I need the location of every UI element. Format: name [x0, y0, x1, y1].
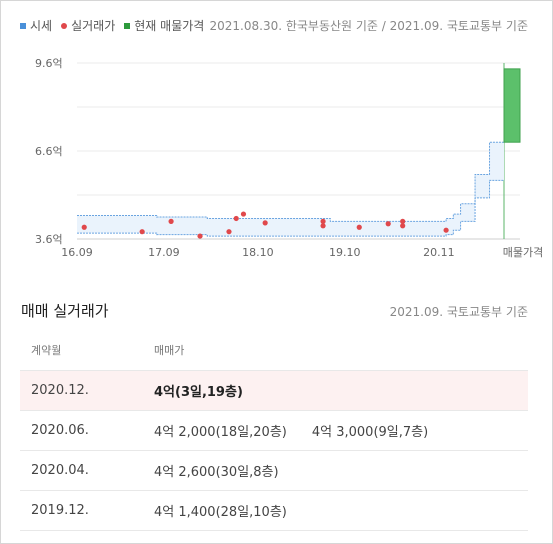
deal-table: 계약월 매매가 2020.12. 4억(3일,19층) 2020.06. 4억 2,0… [20, 330, 528, 531]
actual-deal-point [320, 218, 326, 224]
market-price-band [77, 142, 504, 237]
legend-listing-price[interactable]: 현재 매물가격 [124, 17, 204, 34]
x-tick-label: 17.09 [148, 246, 180, 259]
table-row[interactable]: 2019.12. 4억 1,400(28일,10층) [20, 491, 528, 531]
actual-deal-point [443, 227, 449, 233]
actual-deal-point [139, 229, 145, 235]
deal-price: 4억 2,600(30일,8층) [154, 465, 279, 480]
x-tick-label: 19.10 [329, 246, 361, 259]
deal-price: 4억(3일,19층) [154, 385, 243, 400]
table-row[interactable]: 2020.06. 4억 2,000(18일,20층) 4억 3,000(9일,7층) [20, 411, 528, 451]
header-month: 계약월 [31, 344, 62, 357]
contract-month: 2020.04. [31, 463, 89, 478]
actual-deal-point [400, 223, 406, 229]
actual-deal-point [168, 218, 174, 224]
listing-price-bar [503, 68, 521, 143]
price-chart: 9.6억 6.6억 3.6억 16.09 17.09 18.10 19.10 20.11 매물… [35, 57, 543, 259]
actual-deal-point [81, 224, 87, 230]
legend-market-price-label: 시세 [30, 19, 53, 33]
contract-month: 2019.12. [31, 503, 89, 518]
chart-legend: 시세 실거래가 현재 매물가격 [20, 17, 213, 34]
actual-deal-point [356, 224, 362, 230]
x-tick-label: 16.09 [61, 246, 93, 259]
table-row[interactable]: 2020.12. 4억(3일,19층) [20, 371, 528, 411]
market-price-upper [77, 141, 504, 222]
table-header: 계약월 매매가 [20, 330, 528, 371]
market-price-swatch [20, 22, 26, 29]
actual-deal-point [385, 221, 391, 227]
header-price: 매매가 [154, 344, 185, 357]
deal-price: 4억 3,000(9일,7층) [311, 425, 429, 440]
section-title: 매매 실거래가 [21, 302, 109, 320]
contract-month: 2020.06. [31, 423, 89, 438]
table-row[interactable]: 2020.04. 4억 2,600(30일,8층) [20, 451, 528, 491]
contract-month: 2020.12. [31, 383, 89, 398]
deal-price: 4억 1,400(28일,10층) [154, 505, 287, 520]
chart-source: 2021.08.30. 한국부동산원 기준 / 2021.09. 국토교통부 기… [209, 19, 529, 33]
listing-price-swatch [124, 22, 131, 29]
actual-deal-point [320, 223, 326, 229]
market-price-lower [77, 179, 504, 237]
actual-deal-point [262, 220, 268, 226]
legend-actual-deal[interactable]: 실거래가 [61, 17, 115, 34]
actual-deal-point [233, 215, 239, 222]
y-tick-label: 9.6억 [35, 57, 63, 70]
deal-price: 4억 2,000(18일,20층) [154, 425, 287, 440]
x-tick-label: 매물가격 [503, 246, 543, 259]
actual-deal-point [226, 229, 232, 235]
legend-listing-price-label: 현재 매물가격 [134, 19, 205, 33]
actual-deal-point [197, 233, 203, 239]
legend-market-price[interactable]: 시세 [20, 17, 52, 34]
actual-deal-point [240, 211, 247, 217]
x-tick-label: 18.10 [242, 246, 274, 259]
y-tick-label: 3.6억 [35, 233, 63, 246]
legend-actual-deal-label: 실거래가 [71, 19, 116, 33]
section-source: 2021.09. 국토교통부 기준 [389, 305, 528, 319]
actual-deal-swatch [61, 22, 68, 29]
actual-deal-point [400, 218, 406, 224]
y-tick-label: 6.6억 [35, 145, 63, 158]
x-tick-label: 20.11 [423, 246, 455, 259]
